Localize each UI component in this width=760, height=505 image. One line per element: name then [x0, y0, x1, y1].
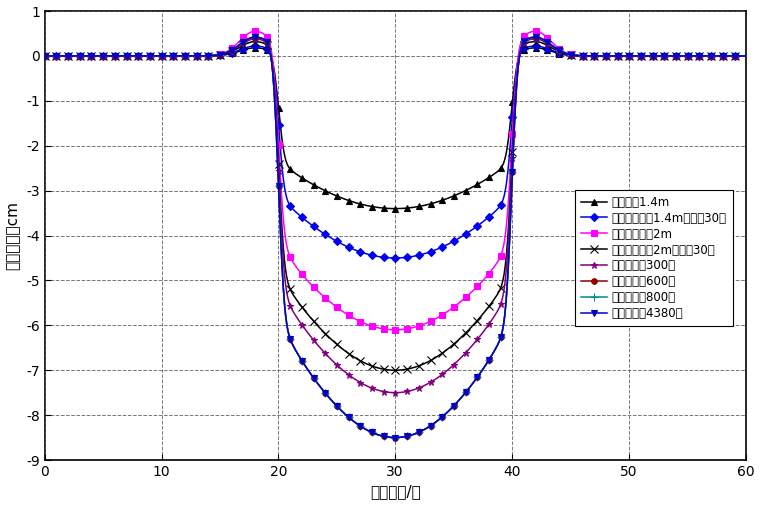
路堤填土高度1.4m、停荷30天: [391, 255, 400, 261]
路堤填高1.4m: [158, 53, 167, 59]
总加载时间4380天: [409, 431, 418, 437]
总加载时间300天: [530, 36, 540, 42]
路堤填土高度2m、停荷30天: [741, 53, 750, 59]
Line: 总加载时间4380天: 总加载时间4380天: [42, 34, 749, 440]
总加载时间600天: [741, 53, 750, 59]
总加载时间300天: [277, 217, 286, 223]
总加载时间600天: [277, 239, 286, 245]
路堤填土高度2m、停荷30天: [277, 207, 286, 213]
路堤填高1.4m: [424, 201, 433, 208]
总加载时间800天: [133, 53, 142, 59]
总加载时间4380天: [277, 239, 286, 245]
总加载时间800天: [409, 431, 418, 437]
总加载时间800天: [530, 34, 540, 40]
总加载时间300天: [741, 53, 750, 59]
总加载时间600天: [40, 53, 49, 59]
路堤填土高度1.4m、停荷30天: [409, 253, 418, 259]
总加载时间800天: [391, 434, 400, 440]
路堤填土高度2m: [345, 313, 354, 319]
路堤填高1.4m: [391, 206, 400, 212]
Line: 路堤填土高度2m、停荷30天: 路堤填土高度2m、停荷30天: [40, 37, 750, 374]
路堤填土高度2m、停荷30天: [391, 367, 400, 373]
路堤填土高度1.4m、停荷30天: [133, 53, 142, 59]
总加载时间600天: [344, 414, 353, 420]
路堤填高1.4m: [741, 53, 750, 59]
路堤填高1.4m: [40, 53, 49, 59]
路堤填土高度1.4m、停荷30天: [277, 152, 286, 158]
总加载时间800天: [158, 53, 167, 59]
X-axis label: 横向距离/米: 横向距离/米: [370, 484, 420, 499]
总加载时间4380天: [741, 53, 750, 59]
总加载时间4380天: [158, 53, 167, 59]
总加载时间300天: [344, 372, 353, 378]
Y-axis label: 竖向沉降／cm: 竖向沉降／cm: [5, 201, 21, 270]
总加载时间300天: [40, 53, 49, 59]
路堤填土高度2m、停荷30天: [530, 38, 540, 44]
路堤填土高度2m、停荷30天: [344, 350, 353, 357]
总加载时间800天: [344, 414, 353, 420]
路堤填土高度2m: [391, 327, 400, 333]
路堤填高1.4m: [251, 45, 260, 51]
路堤填土高度1.4m、停荷30天: [423, 249, 432, 256]
Legend: 路堤填高1.4m, 路堤填土高度1.4m、停荷30天, 路堤填土高度2m, 路堤填土高度2m、停荷30天, 总加载时间300天, 总加载时间600天, 总加载时: 路堤填高1.4m, 路堤填土高度1.4m、停荷30天, 路堤填土高度2m, 路堤…: [575, 190, 733, 326]
路堤填土高度1.4m、停荷30天: [40, 53, 49, 59]
总加载时间4380天: [423, 424, 432, 430]
路堤填土高度2m: [251, 28, 260, 34]
路堤填高1.4m: [277, 132, 286, 138]
总加载时间600天: [409, 431, 418, 437]
总加载时间800天: [423, 424, 432, 430]
总加载时间300天: [423, 381, 432, 387]
路堤填土高度2m: [741, 53, 750, 59]
路堤填高1.4m: [345, 197, 354, 204]
路堤填土高度2m、停荷30天: [133, 53, 142, 59]
路堤填土高度1.4m、停荷30天: [530, 43, 540, 49]
路堤填土高度2m: [40, 53, 49, 59]
Line: 路堤填土高度2m: 路堤填土高度2m: [42, 28, 749, 333]
路堤填土高度2m: [277, 191, 286, 197]
总加载时间4380天: [391, 434, 400, 440]
路堤填土高度2m: [410, 324, 419, 330]
总加载时间300天: [158, 53, 167, 59]
总加载时间600天: [423, 424, 432, 430]
路堤填土高度2m、停荷30天: [423, 359, 432, 365]
总加载时间300天: [391, 390, 400, 396]
路堤填土高度1.4m、停荷30天: [741, 53, 750, 59]
总加载时间800天: [277, 239, 286, 245]
路堤填土高度1.4m、停荷30天: [158, 53, 167, 59]
Line: 总加载时间800天: 总加载时间800天: [40, 33, 750, 442]
路堤填高1.4m: [133, 53, 142, 59]
总加载时间600天: [158, 53, 167, 59]
Line: 路堤填高1.4m: 路堤填高1.4m: [42, 45, 749, 212]
路堤填土高度2m: [158, 53, 167, 59]
路堤填土高度2m: [133, 53, 142, 59]
总加载时间600天: [530, 34, 540, 40]
总加载时间4380天: [344, 414, 353, 420]
总加载时间300天: [409, 387, 418, 393]
总加载时间600天: [391, 434, 400, 440]
总加载时间800天: [741, 53, 750, 59]
Line: 总加载时间600天: 总加载时间600天: [42, 34, 749, 440]
Line: 总加载时间300天: 总加载时间300天: [41, 35, 749, 396]
路堤填土高度2m: [424, 319, 433, 325]
路堤填土高度1.4m、停荷30天: [344, 244, 353, 250]
路堤填土高度2m、停荷30天: [409, 365, 418, 371]
总加载时间4380天: [40, 53, 49, 59]
总加载时间300天: [133, 53, 142, 59]
路堤填土高度2m、停荷30天: [158, 53, 167, 59]
总加载时间4380天: [133, 53, 142, 59]
路堤填高1.4m: [410, 204, 419, 210]
总加载时间600天: [133, 53, 142, 59]
Line: 路堤填土高度1.4m、停荷30天: 路堤填土高度1.4m、停荷30天: [42, 43, 749, 261]
总加载时间4380天: [530, 34, 540, 40]
总加载时间800天: [40, 53, 49, 59]
路堤填土高度2m、停荷30天: [40, 53, 49, 59]
